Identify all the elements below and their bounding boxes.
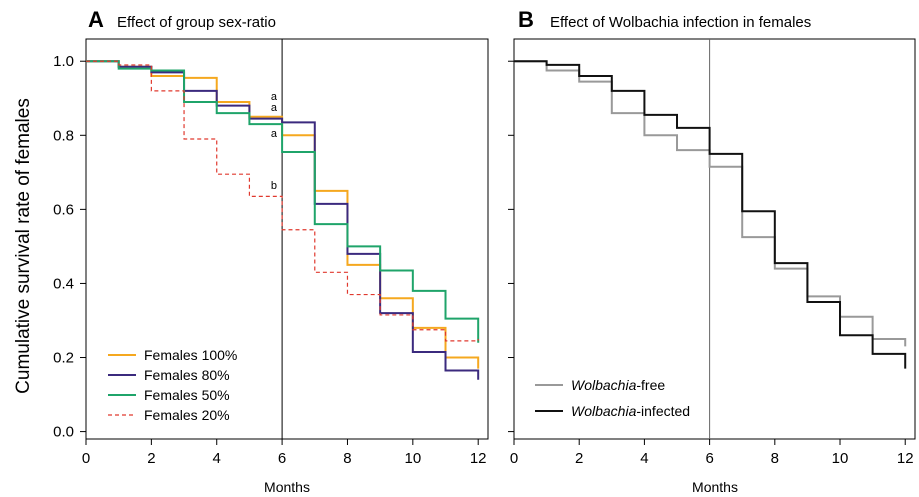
x-tick-label: 6 [705, 450, 713, 467]
panel-a: A Effect of group sex-ratio Months [85, 7, 489, 495]
panel-b-marks: 0 2 4 6 8 10 12Wolbachia-freeWolbachia-infecte… [508, 39, 914, 467]
x-tick-label: 8 [771, 450, 779, 467]
legend-label-suffix: -infected [636, 403, 690, 419]
x-tick-label: 10 [404, 450, 421, 467]
series-line [86, 60, 480, 380]
panel-a-plot-area [85, 38, 489, 440]
y-tick-label: 0.2 [53, 350, 74, 367]
significance-letter: a [271, 91, 278, 103]
series-line [86, 60, 480, 343]
x-tick-label: 0 [82, 450, 90, 467]
y-axis-label: Cumulative survival rate of females [13, 98, 34, 394]
legend-label: Females 100% [144, 347, 237, 363]
legend-label-suffix: -free [636, 377, 665, 393]
legend-label: Females 50% [144, 387, 230, 403]
legend-label: Wolbachia-free [571, 377, 665, 393]
panel-b: B Effect of Wolbachia infection in femal… [513, 7, 916, 495]
y-tick-label: 1.0 [53, 53, 74, 70]
panel-b-x-axis-label: Months [692, 479, 738, 495]
significance-letter: b [271, 180, 277, 192]
y-tick-label: 0.8 [53, 127, 74, 144]
panel-a-title: Effect of group sex-ratio [117, 14, 276, 31]
series-line [86, 60, 479, 342]
panel-b-letter: B [518, 7, 534, 32]
panel-a-marks: 0 2 4 6 8 10 12 0.0 0.2 0.4 0.6 0.8 1.0 Females 100% F… [53, 39, 487, 467]
x-tick-label: 12 [897, 450, 914, 467]
panel-b-title: Effect of Wolbachia infection in females [550, 14, 811, 31]
x-tick-label: 6 [278, 450, 286, 467]
legend-label: Females 20% [144, 407, 230, 423]
panel-b-plot-area [513, 38, 916, 440]
legend-label-italic: Wolbachia [571, 403, 637, 419]
panel-a-letter: A [88, 7, 104, 32]
y-tick-label: 0.6 [53, 201, 74, 218]
series-line [514, 60, 907, 369]
panel-a-x-axis-label: Months [264, 479, 310, 495]
x-tick-label: 4 [213, 450, 221, 467]
x-tick-label: 0 [510, 450, 518, 467]
x-tick-label: 8 [343, 450, 351, 467]
x-tick-label: 12 [470, 450, 487, 467]
x-tick-label: 2 [147, 450, 155, 467]
x-tick-label: 2 [575, 450, 583, 467]
x-tick-label: 4 [640, 450, 648, 467]
significance-letter: a [271, 128, 278, 140]
legend-label: Wolbachia-infected [571, 403, 690, 419]
legend-label: Females 80% [144, 367, 230, 383]
x-tick-label: 10 [832, 450, 849, 467]
significance-letter: a [271, 102, 278, 114]
y-tick-label: 0.4 [53, 275, 74, 292]
legend-label-italic: Wolbachia [571, 377, 637, 393]
y-tick-label: 0.0 [53, 424, 74, 441]
